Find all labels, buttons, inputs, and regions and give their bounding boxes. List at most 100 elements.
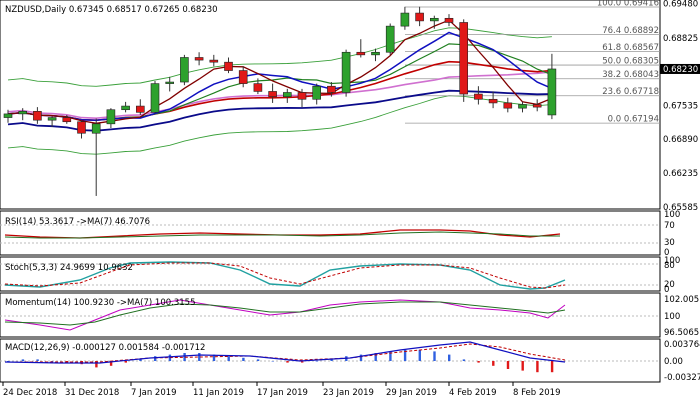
rsi-ma-line [4, 231, 560, 239]
candle[interactable] [180, 54, 189, 86]
candle[interactable] [312, 83, 322, 105]
macd-label: MACD(12,26,9) -0.000127 0.001584 -0.0017… [5, 343, 205, 353]
time-axis-label: 7 Jan 2019 [131, 388, 177, 398]
price-axis: 0.69480 0.68825 0.68230 0.67535 0.66890 0.662… [660, 0, 700, 213]
candle[interactable] [371, 48, 380, 62]
candle[interactable] [165, 76, 174, 92]
macd-bar [330, 359, 333, 361]
time-axis-label: 31 Dec 2018 [65, 388, 119, 398]
time-axis-label: 24 Dec 2018 [3, 388, 57, 398]
candle[interactable] [106, 108, 116, 129]
candle[interactable] [209, 54, 219, 67]
fib-level-label: 76.4 0.68892 [602, 26, 659, 36]
momentum-label: Momentum(14) 100.9230 ->MA(7) 100.3155 [5, 298, 195, 308]
candle[interactable] [253, 78, 263, 95]
candle[interactable] [238, 66, 248, 88]
momentum-pane[interactable]: Momentum(14) 100.9230 ->MA(7) 100.3155 1… [0, 292, 700, 338]
candle[interactable] [327, 82, 336, 97]
macd-bar [95, 361, 98, 368]
stoch-axis-100: 100 [664, 256, 680, 266]
lower-band-line [7, 95, 552, 155]
stochastic-pane[interactable]: Stoch(5,3,3) 24.9699 10.9632 100 80 20 0 [0, 256, 680, 295]
candle[interactable] [415, 6, 424, 27]
candle[interactable] [503, 97, 513, 113]
candle[interactable] [518, 101, 527, 113]
candle[interactable] [77, 120, 86, 139]
rsi-axis-30: 30 [664, 238, 675, 248]
candle[interactable] [136, 99, 145, 115]
candle[interactable] [121, 101, 130, 113]
candle[interactable] [62, 114, 72, 124]
macd-bar [286, 361, 289, 363]
candle[interactable] [474, 86, 483, 105]
candle[interactable] [33, 107, 42, 124]
candle[interactable] [400, 6, 410, 30]
candle[interactable] [385, 23, 395, 55]
macd-bar [109, 361, 113, 366]
stoch-axis-0: 0 [664, 285, 669, 295]
macd-bar [403, 349, 407, 361]
macd-bar [433, 351, 436, 361]
macd-bar [374, 353, 377, 361]
rsi-axis-70: 70 [664, 221, 675, 231]
candle[interactable] [341, 49, 351, 97]
candle[interactable] [18, 108, 28, 121]
candle[interactable] [224, 57, 233, 74]
price-axis-label: 0.68825 [663, 34, 698, 44]
price-axis-label: 0.67535 [663, 101, 698, 111]
macd-bar [227, 356, 230, 361]
rsi-axis-0: 0 [664, 248, 669, 258]
macd-bar [448, 354, 451, 361]
macd-bar [506, 361, 510, 369]
macd-bar [418, 349, 421, 361]
macd-bar [389, 351, 392, 361]
main-price-pane[interactable]: 100.0 0.69416 76.4 0.68892 61.8 0.68567 50.… [0, 0, 661, 210]
macd-bar [315, 361, 319, 362]
macd-bar [51, 361, 54, 362]
rsi-label: RSI(14) 53.3617 ->MA(7) 46.7076 [5, 217, 150, 227]
macd-bar [521, 361, 524, 371]
candle[interactable] [532, 99, 542, 112]
macd-axis-low: -0.003277 [664, 373, 700, 383]
rsi-axis-100: 100 [664, 210, 680, 220]
macd-bar [183, 353, 186, 361]
candle[interactable] [297, 88, 307, 108]
candle[interactable] [282, 88, 292, 103]
momentum-axis-100: 100 [664, 312, 680, 322]
fib-level-label: 23.6 0.67718 [602, 87, 659, 97]
stoch-main-line [4, 261, 566, 290]
rsi-pane[interactable]: RSI(14) 53.3617 ->MA(7) 46.7076 100 70 3… [0, 210, 680, 258]
macd-bar [21, 359, 25, 361]
macd-bar [139, 359, 142, 361]
macd-bar [36, 359, 39, 361]
candle[interactable] [150, 80, 160, 114]
time-axis-label: 11 Jan 2019 [193, 388, 244, 398]
fib-level-label: 61.8 0.68567 [602, 43, 659, 53]
candle[interactable] [3, 109, 13, 123]
macd-bar [242, 357, 245, 361]
fib-level-label: 38.2 0.68043 [602, 70, 659, 80]
macd-bar [462, 359, 466, 361]
candle[interactable] [91, 118, 101, 196]
fib-level-label: 50.0 0.68305 [602, 57, 659, 67]
candle[interactable] [444, 14, 454, 27]
candle[interactable] [459, 19, 469, 102]
macd-bar [154, 356, 157, 361]
macd-bar [212, 354, 216, 361]
candle[interactable] [488, 91, 498, 109]
fibonacci-retracement: 100.0 0.69416 76.4 0.68892 61.8 0.68567 50.… [405, 0, 660, 125]
candle[interactable] [356, 39, 366, 58]
stoch-label: Stoch(5,3,3) 24.9699 10.9632 [5, 263, 133, 273]
candle[interactable] [547, 53, 557, 120]
candle[interactable] [47, 116, 57, 127]
macd-axis-zero: 0.00 [664, 357, 683, 367]
macd-pane[interactable]: MACD(12,26,9) -0.000127 0.001584 -0.0017… [0, 338, 700, 383]
current-price-label: 0.68230 [663, 65, 698, 75]
candle[interactable] [268, 83, 277, 103]
stoch-axis-80: 80 [664, 261, 675, 271]
momentum-axis-low: 96.5065 [664, 328, 699, 338]
candle[interactable] [429, 15, 439, 29]
candle[interactable] [194, 52, 204, 66]
